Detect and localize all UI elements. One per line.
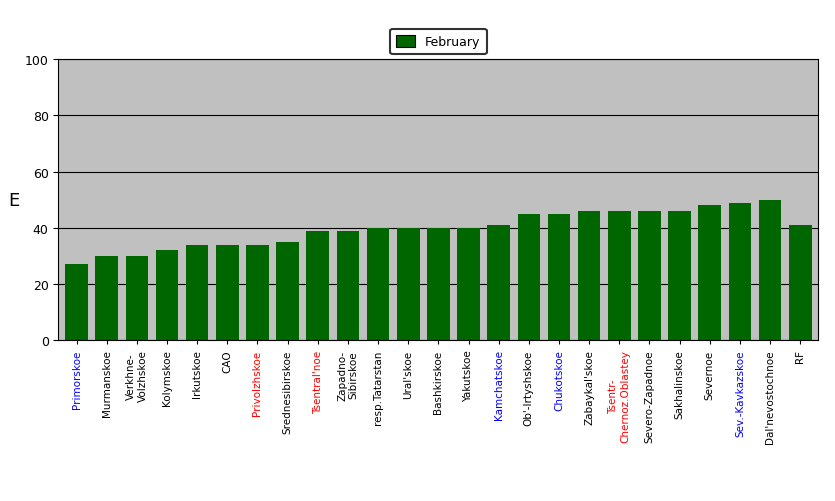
Bar <box>186 245 209 341</box>
Bar <box>608 211 630 341</box>
Y-axis label: E: E <box>8 191 19 209</box>
Bar <box>729 203 752 341</box>
Bar <box>95 257 118 341</box>
Bar <box>246 245 269 341</box>
Bar <box>488 225 510 341</box>
Bar <box>397 228 419 341</box>
Bar <box>789 225 812 341</box>
Bar <box>518 214 540 341</box>
Bar <box>337 231 359 341</box>
Bar <box>125 257 148 341</box>
Bar <box>155 251 179 341</box>
Bar <box>668 211 691 341</box>
Legend: February: February <box>390 30 487 55</box>
Bar <box>276 242 299 341</box>
Bar <box>427 228 450 341</box>
Bar <box>65 265 88 341</box>
Bar <box>578 211 600 341</box>
Bar <box>306 231 329 341</box>
Bar <box>367 228 389 341</box>
Bar <box>759 200 782 341</box>
Bar <box>458 228 480 341</box>
Bar <box>698 206 721 341</box>
Bar <box>548 214 570 341</box>
Bar <box>638 211 660 341</box>
Bar <box>216 245 239 341</box>
